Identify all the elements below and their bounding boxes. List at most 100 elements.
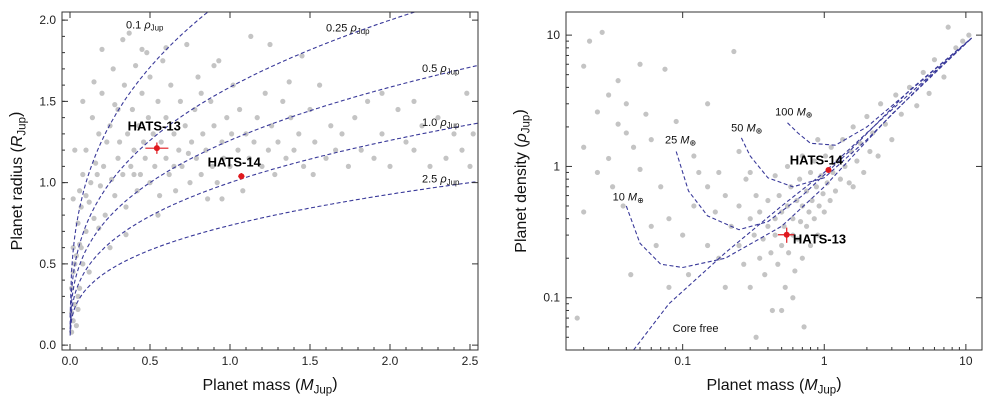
- x-tick-label: 2.0: [382, 354, 399, 368]
- data-point: [797, 219, 804, 225]
- data-point: [757, 255, 763, 261]
- y-tick-label: 1.0: [39, 176, 56, 190]
- x-axis-label: Planet mass (MJup): [202, 376, 337, 397]
- data-point: [83, 228, 89, 234]
- data-point: [784, 163, 791, 170]
- data-point: [653, 242, 659, 249]
- data-point: [133, 63, 139, 69]
- data-point: [240, 188, 246, 194]
- data-point: [790, 216, 796, 222]
- data-point: [99, 46, 105, 52]
- data-point: [821, 209, 827, 215]
- data-point: [914, 103, 920, 109]
- data-point: [339, 131, 345, 137]
- data-point: [99, 90, 105, 96]
- data-point: [643, 111, 649, 117]
- data-point: [75, 306, 81, 312]
- planet-label: HATS-13: [128, 119, 181, 134]
- data-point: [637, 166, 643, 172]
- data-point: [470, 131, 476, 137]
- data-point: [762, 272, 768, 278]
- plot-area: [69, 12, 478, 336]
- data-point: [299, 53, 305, 59]
- data-point: [893, 92, 899, 98]
- x-axis-label: Planet mass (MJup): [706, 376, 841, 397]
- data-point: [262, 90, 268, 96]
- data-point: [269, 123, 275, 129]
- data-point: [467, 163, 473, 169]
- data-point: [120, 171, 126, 178]
- data-point: [741, 261, 747, 267]
- data-point: [280, 98, 286, 104]
- data-point: [840, 137, 846, 143]
- data-point: [91, 215, 97, 221]
- data-point: [818, 173, 824, 179]
- data-point: [809, 197, 815, 204]
- data-points: [574, 24, 972, 340]
- data-point: [379, 131, 385, 137]
- data-point: [673, 118, 679, 125]
- x-tick-label: 1: [821, 354, 828, 368]
- core-mass-label: 25 M⊕: [665, 134, 696, 147]
- data-point: [776, 192, 782, 199]
- x-tick-label: 0.1: [674, 354, 691, 368]
- data-point: [171, 163, 177, 169]
- data-point: [179, 163, 185, 169]
- data-point: [216, 58, 222, 64]
- data-point: [811, 158, 817, 164]
- data-point: [875, 153, 881, 159]
- data-point: [822, 153, 829, 159]
- data-point: [73, 253, 79, 259]
- core-mass-label: 10 M⊕: [613, 192, 644, 205]
- data-point: [80, 98, 86, 104]
- density-curve: [69, 12, 417, 325]
- data-point: [209, 163, 215, 169]
- data-point: [75, 293, 81, 299]
- data-point: [403, 139, 409, 145]
- data-point: [960, 38, 966, 44]
- core-mass-curve: [740, 37, 973, 188]
- data-point: [801, 324, 807, 330]
- y-tick-label: 1: [553, 159, 560, 173]
- data-point: [736, 148, 742, 155]
- data-point: [248, 33, 254, 39]
- data-point: [807, 169, 814, 176]
- panel-mass-density: 0.1 1 10 0.1 1 10 Planet mass (MJup) Planet den…: [512, 11, 983, 397]
- y-tick-label: 0.0: [39, 338, 56, 352]
- data-point: [898, 111, 904, 117]
- data-point: [333, 147, 339, 153]
- data-point: [283, 155, 289, 161]
- data-point: [187, 180, 193, 186]
- data-point: [747, 284, 753, 290]
- data-point: [166, 171, 172, 178]
- data-point: [80, 261, 86, 267]
- data-point: [772, 232, 778, 238]
- data-point: [864, 113, 870, 120]
- core-mass-curve: [787, 37, 973, 146]
- data-point: [200, 131, 206, 137]
- data-point: [310, 171, 316, 178]
- data-point: [387, 163, 393, 169]
- plot-frame: [61, 11, 479, 351]
- data-point: [443, 155, 449, 161]
- data-point: [286, 79, 292, 85]
- data-point: [131, 147, 137, 153]
- data-point: [581, 63, 587, 69]
- data-point: [246, 155, 252, 161]
- data-point: [765, 223, 771, 229]
- data-point: [806, 209, 812, 215]
- core-mass-label: 50 M⊕: [731, 122, 762, 135]
- density-curve-label: 1.0 ρJup: [422, 117, 460, 130]
- x-tick-label: 0.5: [142, 354, 159, 368]
- data-point: [101, 163, 107, 169]
- planet-marker: [825, 166, 832, 173]
- data-point: [145, 115, 151, 121]
- data-point: [139, 46, 145, 52]
- data-point: [797, 176, 803, 182]
- data-point: [813, 184, 820, 190]
- data-point: [691, 203, 697, 209]
- data-point: [141, 139, 147, 145]
- density-curve-label: 0.25 ρJup: [326, 23, 370, 36]
- data-point: [606, 92, 612, 98]
- data-point: [747, 216, 753, 222]
